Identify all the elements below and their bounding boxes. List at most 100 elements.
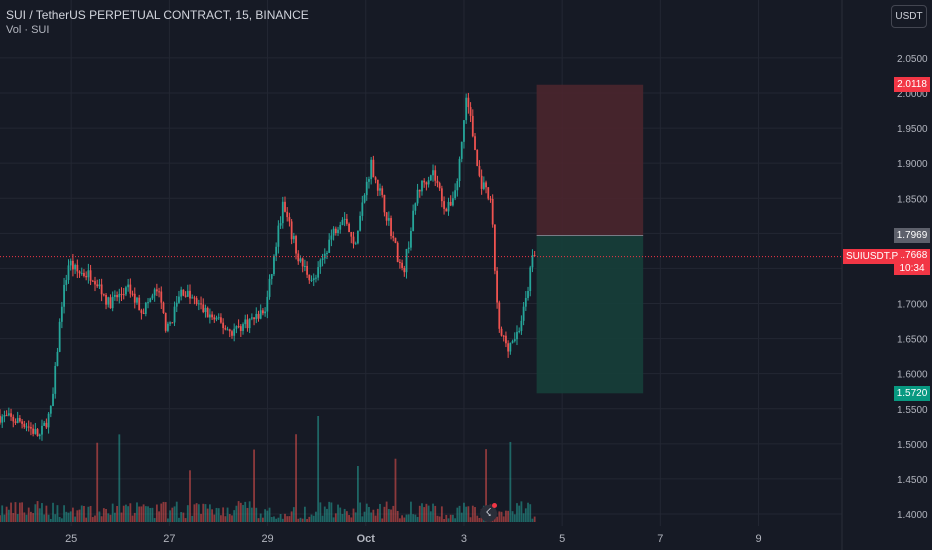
volume-bar xyxy=(182,512,185,522)
volume-bar xyxy=(54,514,57,522)
x-tick-label: 27 xyxy=(163,533,175,545)
currency-button[interactable]: USDT xyxy=(891,5,927,28)
candle-body xyxy=(509,342,512,352)
volume-bar xyxy=(308,516,311,522)
volume-bar xyxy=(142,504,145,522)
candle-body xyxy=(133,293,136,303)
candle-body xyxy=(529,267,532,291)
candle-body xyxy=(343,218,346,220)
candle-body xyxy=(414,203,417,211)
volume-bar xyxy=(372,509,375,522)
candle-body xyxy=(149,298,152,303)
volume-bar xyxy=(460,512,463,522)
price-axis[interactable]: 2.05002.00001.95001.90001.85001.80001.75… xyxy=(897,54,928,521)
volume-bar xyxy=(65,511,68,522)
volume-bar xyxy=(0,515,1,522)
candle-body xyxy=(109,297,112,309)
volume-bar xyxy=(531,518,534,522)
volume-bar xyxy=(301,518,304,522)
volume-bar xyxy=(440,506,443,522)
candle-body xyxy=(500,328,503,336)
volume-bar xyxy=(416,516,419,522)
candle-body xyxy=(337,229,339,234)
volume-bar xyxy=(178,517,180,522)
candle-body xyxy=(376,179,379,191)
candle-body xyxy=(474,136,476,150)
volume-bar xyxy=(262,517,264,522)
volume-bar xyxy=(100,516,103,522)
candle-body xyxy=(120,293,123,295)
volume-bar xyxy=(224,516,227,522)
candle-body xyxy=(85,276,88,278)
volume-bar xyxy=(127,506,130,522)
candle-body xyxy=(387,218,390,221)
candle-body xyxy=(105,294,107,305)
volume-bar xyxy=(363,511,366,522)
volume-bar xyxy=(164,502,167,522)
volume-bar xyxy=(401,515,403,522)
volume-bar xyxy=(72,507,74,522)
candle-body xyxy=(295,236,297,254)
candle-body xyxy=(167,323,169,331)
volume-bar xyxy=(257,518,260,522)
candle-body xyxy=(421,180,423,192)
candle-body xyxy=(257,313,260,319)
candle-body xyxy=(412,210,415,232)
candle-body xyxy=(21,421,23,424)
candle-body xyxy=(74,264,77,270)
candle-body xyxy=(505,335,507,344)
candle-body xyxy=(1,416,4,423)
candle-body xyxy=(164,313,167,331)
x-tick-label: 25 xyxy=(65,533,77,545)
candle-body xyxy=(131,293,134,295)
x-tick-label: 5 xyxy=(559,533,565,545)
volume-bar xyxy=(414,514,417,522)
volume-bar xyxy=(403,517,406,522)
candle-body xyxy=(222,322,225,329)
volume-bar xyxy=(58,517,61,522)
candle-body xyxy=(76,264,79,272)
volume-bar xyxy=(410,501,412,522)
candle-body xyxy=(147,302,149,304)
stop-price-tag: 2.0118 xyxy=(894,77,930,93)
candle-body xyxy=(122,294,125,296)
lightning-icon[interactable]: ☇ xyxy=(480,505,497,522)
candle-body xyxy=(151,295,154,299)
candle-body xyxy=(328,239,331,253)
volume-bar xyxy=(231,515,233,522)
bar-countdown: 10:34 xyxy=(899,262,925,274)
candle-body xyxy=(144,302,147,314)
volume-bar xyxy=(288,516,291,522)
candle-body xyxy=(231,331,233,336)
candle-body xyxy=(312,278,315,280)
volume-indicator-label[interactable]: Vol · SUI xyxy=(6,24,50,36)
y-tick-label: 2.0500 xyxy=(897,54,928,65)
candle-body xyxy=(365,181,368,196)
candle-body xyxy=(286,211,289,218)
volume-bar xyxy=(160,503,163,522)
volume-bar xyxy=(49,518,52,522)
time-axis[interactable]: 25 27 29 Oct 3 5 7 9 xyxy=(65,533,762,545)
volume-bar xyxy=(485,449,487,522)
volume-bar xyxy=(412,514,415,522)
position-tool[interactable] xyxy=(536,84,644,394)
candle-body xyxy=(129,284,132,294)
candle-body xyxy=(460,141,463,159)
candle-body xyxy=(83,272,85,277)
volume-bar xyxy=(323,506,326,522)
volume-bar xyxy=(228,514,231,522)
chart-title[interactable]: SUI / TetherUS PERPETUAL CONTRACT, 15, B… xyxy=(6,8,309,22)
notification-dot-icon xyxy=(492,503,497,508)
candle-body xyxy=(186,290,189,297)
candle-body xyxy=(392,235,395,238)
candle-body xyxy=(233,328,236,336)
volume-bar xyxy=(270,516,273,522)
candle-body xyxy=(485,182,487,188)
volume-bar xyxy=(458,505,461,522)
volume-bar xyxy=(78,509,81,522)
candle-body xyxy=(326,252,328,254)
candle-body xyxy=(246,319,249,329)
current-price-value: 1.7668 xyxy=(896,249,928,261)
candle-body xyxy=(173,306,176,323)
